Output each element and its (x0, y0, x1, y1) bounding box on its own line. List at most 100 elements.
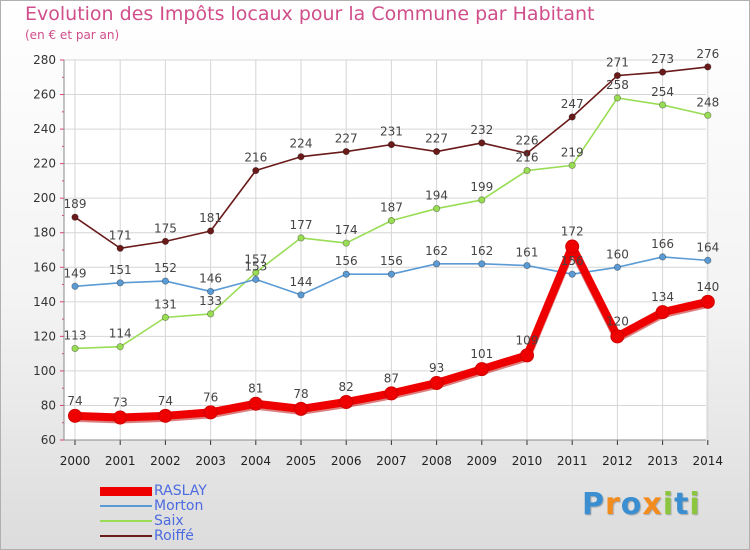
data-label: 120 (606, 314, 629, 328)
data-label: 131 (154, 297, 177, 311)
data-label: 149 (64, 266, 87, 280)
y-tick-label: 120 (33, 329, 56, 343)
x-tick-label: 2002 (150, 454, 181, 468)
data-point (704, 63, 712, 71)
y-tick-label: 100 (33, 364, 56, 378)
data-point (71, 213, 79, 221)
data-label: 146 (199, 271, 222, 285)
data-point (297, 153, 305, 161)
y-tick-label: 280 (33, 53, 56, 67)
series-lines (68, 63, 715, 425)
data-point (432, 260, 441, 268)
logo-letter: i (689, 487, 701, 522)
data-label: 162 (470, 244, 493, 258)
data-label: 93 (429, 361, 444, 375)
data-label: 172 (561, 225, 584, 239)
data-point (704, 256, 712, 264)
data-point (207, 287, 215, 296)
legend-swatch (100, 505, 152, 507)
data-point (342, 147, 350, 156)
x-tick-label: 2001 (105, 454, 136, 468)
data-point (474, 362, 489, 377)
legend-swatch (100, 486, 152, 496)
chart-title: Evolution des Impôts locaux pour la Comm… (25, 3, 595, 25)
data-label: 224 (290, 137, 313, 151)
data-label: 114 (109, 327, 132, 341)
legend-swatch (100, 535, 152, 537)
data-label: 156 (335, 254, 358, 268)
data-point (568, 113, 576, 121)
data-point (158, 408, 173, 423)
data-label: 109 (516, 333, 539, 347)
data-point (613, 94, 622, 102)
data-point (387, 217, 395, 225)
data-point (384, 386, 399, 401)
data-point (568, 161, 576, 169)
y-tick-label: 200 (33, 191, 56, 205)
data-label: 189 (64, 197, 87, 211)
data-point (294, 401, 308, 416)
data-label: 133 (199, 294, 222, 308)
chart-subtitle: (en € et par an) (25, 28, 120, 42)
data-point (203, 405, 218, 420)
x-tick-label: 2003 (195, 454, 226, 468)
data-label: 171 (109, 228, 132, 242)
x-tick-label: 2000 (60, 454, 91, 468)
data-point (252, 268, 260, 277)
data-label: 82 (339, 380, 354, 394)
legend-label: RASLAY (154, 483, 207, 499)
data-label: 227 (425, 132, 448, 146)
data-point (161, 313, 169, 321)
y-tick-label: 140 (33, 295, 56, 309)
legend-label: Morton (154, 498, 204, 514)
legend-item-morton: Morton (100, 498, 300, 514)
data-point (161, 237, 169, 245)
data-label: 151 (109, 263, 132, 277)
data-point (613, 263, 622, 271)
legend-item-saix: Saix (100, 513, 300, 529)
data-point (432, 204, 441, 213)
data-point (342, 239, 350, 247)
gridlines (64, 59, 709, 441)
data-point (520, 348, 534, 363)
data-point (71, 344, 79, 353)
data-label: 134 (651, 290, 674, 304)
data-point (161, 277, 169, 285)
data-point (68, 408, 82, 423)
x-tick-label: 2014 (693, 454, 724, 468)
data-point (116, 343, 124, 351)
data-point (613, 71, 622, 80)
data-point (339, 395, 354, 409)
logo-letter: P (582, 487, 605, 522)
data-point (523, 261, 531, 270)
data-label: 81 (248, 382, 263, 396)
y-tick-label: 180 (33, 226, 56, 240)
data-point (387, 270, 395, 278)
data-label: 144 (290, 275, 313, 289)
x-tick-label: 2004 (241, 454, 272, 468)
data-point (523, 149, 531, 157)
data-label: 199 (470, 180, 493, 194)
data-label: 248 (696, 95, 719, 109)
data-point (252, 166, 260, 175)
plot-area (64, 60, 706, 440)
logo-letter: r (605, 487, 621, 522)
logo-letter: t (674, 487, 690, 522)
axes: 60 80 100 120 140 160 180 200 220 240 260 280 2000 20… (33, 53, 723, 468)
data-point (387, 141, 395, 149)
y-tick-label: 60 (41, 433, 56, 447)
x-tick-label: 2005 (286, 454, 317, 468)
x-tick-label: 2006 (331, 454, 362, 468)
data-label: 156 (561, 254, 584, 268)
data-point (700, 294, 715, 309)
data-point (658, 253, 667, 261)
data-point (658, 101, 667, 109)
data-label: 166 (651, 237, 674, 251)
data-label: 181 (199, 211, 222, 225)
data-point (297, 291, 305, 299)
data-label: 232 (470, 123, 493, 137)
data-point (568, 270, 576, 278)
data-label: 194 (425, 189, 448, 203)
x-tick-label: 2007 (376, 454, 407, 468)
